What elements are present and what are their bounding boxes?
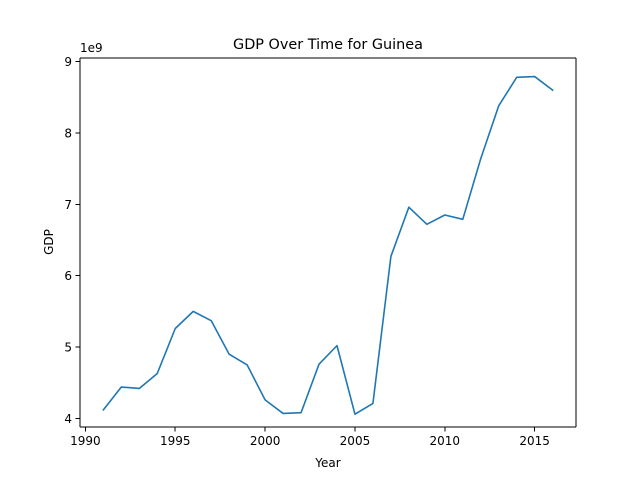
y-axis-label: GDP xyxy=(42,229,56,255)
y-tick-label: 7 xyxy=(64,198,72,212)
data-point xyxy=(228,353,231,356)
y-tick-label: 6 xyxy=(64,269,72,283)
x-tick-label: 1990 xyxy=(70,434,101,448)
data-point xyxy=(102,408,105,411)
data-point xyxy=(282,412,285,415)
data-point xyxy=(479,157,482,160)
x-tick-label: 2000 xyxy=(250,434,281,448)
data-point xyxy=(389,255,392,258)
data-point xyxy=(371,402,374,405)
data-point xyxy=(192,310,195,313)
data-point xyxy=(335,344,338,347)
data-point xyxy=(246,363,249,366)
data-point xyxy=(318,363,321,366)
series-line xyxy=(102,75,554,415)
data-point xyxy=(461,218,464,221)
data-point xyxy=(515,76,518,79)
data-point xyxy=(551,89,554,92)
x-tick-label: 1995 xyxy=(160,434,191,448)
y-tick-label: 9 xyxy=(64,55,72,69)
y-tick-label: 4 xyxy=(64,412,72,426)
data-point xyxy=(300,411,303,414)
x-tick-label: 2010 xyxy=(430,434,461,448)
data-point xyxy=(264,398,267,401)
data-point xyxy=(497,104,500,107)
x-tick-label: 2015 xyxy=(519,434,550,448)
chart-title: GDP Over Time for Guinea xyxy=(233,37,423,53)
data-point xyxy=(138,387,141,390)
data-point xyxy=(533,75,536,78)
x-tick-label: 2005 xyxy=(340,434,371,448)
data-point xyxy=(353,413,356,416)
y-tick-label: 5 xyxy=(64,341,72,355)
data-point xyxy=(443,214,446,217)
data-point xyxy=(120,386,123,389)
x-axis-label: Year xyxy=(314,456,340,470)
data-point xyxy=(210,319,213,322)
data-point xyxy=(407,206,410,209)
data-point xyxy=(174,327,177,330)
y-tick-label: 8 xyxy=(64,126,72,140)
plot-area: 1990 1995 2000 2005 2010 2015 4 5 6 7 8 9 xyxy=(64,55,577,448)
data-point xyxy=(156,372,159,375)
y-axis-offset-label: 1e9 xyxy=(80,41,103,55)
data-point xyxy=(425,223,428,226)
